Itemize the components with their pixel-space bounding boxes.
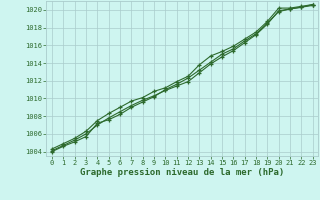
X-axis label: Graphe pression niveau de la mer (hPa): Graphe pression niveau de la mer (hPa) <box>80 168 284 177</box>
